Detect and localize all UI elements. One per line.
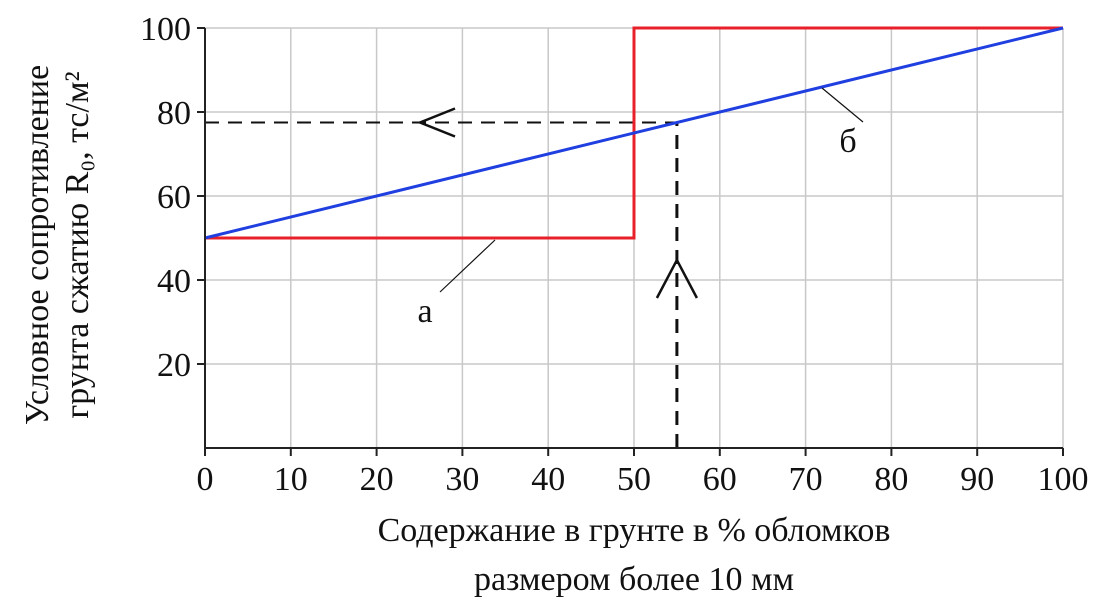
x-label: Содержание в грунте в % обломков (378, 512, 891, 549)
x-label: размером более 10 мм (474, 561, 794, 598)
line-series (204, 26, 1064, 240)
y-tick-label: 100 (140, 11, 191, 48)
x-tick-label: 50 (617, 461, 651, 498)
x-tick-label: 100 (1038, 461, 1089, 498)
x-tick-label: 60 (703, 461, 737, 498)
y-label: Условное сопротивление (19, 65, 56, 425)
y-tick-label: 20 (157, 347, 191, 384)
x-tick-label: 10 (274, 461, 308, 498)
plot (204, 26, 1064, 448)
y-tick-label: 80 (157, 95, 191, 132)
y-tick-label: 60 (157, 179, 191, 216)
x-tick-label: 20 (360, 461, 394, 498)
guide-arrow (655, 257, 699, 299)
x-tick-label: 0 (197, 461, 214, 498)
guide-arrow (416, 107, 456, 138)
x-tick-label: 80 (874, 461, 908, 498)
y-tick-label: 40 (157, 263, 191, 300)
x-tick-label: 70 (789, 461, 823, 498)
x-tick-label: 40 (531, 461, 565, 498)
series-label: а (417, 293, 432, 330)
x-tick-label: 30 (445, 461, 479, 498)
x-tick-label: 90 (960, 461, 994, 498)
y-label: грунта сжатию R₀, тс/м² (59, 71, 96, 418)
leader-line (821, 87, 864, 123)
leader-line (439, 239, 496, 293)
series-label: б (839, 123, 856, 160)
